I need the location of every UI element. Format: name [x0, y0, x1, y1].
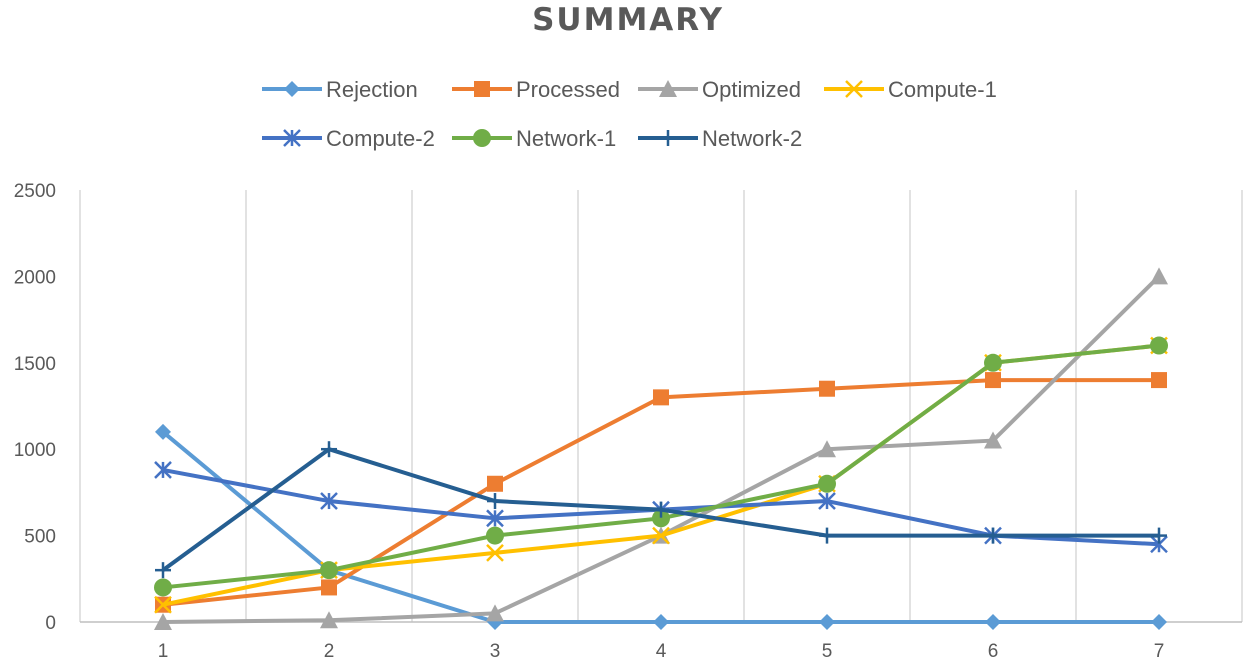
data-point-compute-1 [154, 595, 172, 614]
chart-title: SUMMARY [532, 2, 724, 38]
legend-marker [474, 81, 490, 97]
axes: 0 500 1000 1500 2000 2500 1 2 3 4 5 6 7 [14, 181, 1242, 662]
data-point-network-2 [155, 562, 171, 579]
legend-marker [659, 80, 677, 97]
data-point-optimized [154, 613, 172, 630]
data-point-optimized [486, 604, 504, 622]
legend-label: Optimized [702, 77, 801, 102]
data-point-compute-1 [486, 543, 504, 562]
series-layer [154, 267, 1168, 630]
x-tick-label: 4 [656, 641, 667, 662]
legend: Rejection Processed Optimized Compute-1 Comp… [262, 77, 997, 151]
data-point-optimized [984, 431, 1002, 449]
legend-item-compute-1: Compute-1 [824, 77, 997, 102]
series-network-1 [154, 336, 1168, 597]
data-point-compute-2 [320, 492, 338, 510]
data-point-network-1 [984, 353, 1002, 372]
data-point-compute-2 [818, 492, 836, 510]
data-point-network-2 [819, 527, 835, 544]
data-point-rejection [985, 614, 1001, 630]
data-point-optimized [818, 440, 836, 458]
legend-marker [845, 80, 863, 98]
legend-item-rejection: Rejection [262, 77, 418, 102]
data-point-network-1 [486, 526, 504, 545]
data-point-processed [321, 579, 337, 596]
data-point-processed [819, 380, 835, 397]
data-point-compute-2 [154, 461, 172, 479]
legend-label: Network-1 [516, 126, 616, 151]
y-tick-label: 2500 [14, 181, 56, 202]
data-point-processed [487, 475, 503, 492]
data-point-network-1 [818, 474, 836, 493]
x-tick-label: 3 [490, 641, 501, 662]
legend-label: Compute-1 [888, 77, 997, 102]
data-point-rejection [1151, 614, 1167, 630]
data-point-compute-2 [486, 509, 504, 528]
data-point-rejection [653, 614, 669, 630]
x-tick-label: 6 [988, 641, 999, 662]
legend-marker [660, 130, 676, 146]
legend-marker [283, 129, 301, 147]
legend-item-network-2: Network-2 [638, 126, 802, 151]
x-tick-label: 2 [324, 641, 335, 662]
x-tick-label: 1 [158, 641, 169, 662]
data-point-network-2 [487, 493, 503, 510]
legend-label: Network-2 [702, 126, 802, 151]
data-point-processed [653, 389, 669, 406]
legend-label: Processed [516, 77, 620, 102]
data-point-rejection [819, 614, 835, 630]
grid [79, 190, 1243, 622]
legend-label: Compute-2 [326, 126, 435, 151]
y-tick-label: 0 [45, 613, 56, 634]
x-tick-label: 5 [822, 641, 833, 662]
legend-item-optimized: Optimized [638, 77, 801, 102]
legend-item-network-1: Network-1 [452, 126, 616, 151]
y-tick-label: 1000 [14, 440, 56, 461]
data-point-network-1 [652, 509, 670, 528]
y-tick-label: 500 [24, 527, 56, 548]
data-point-optimized [320, 611, 338, 629]
series-network-2 [155, 441, 1167, 579]
y-tick-label: 2000 [14, 267, 56, 288]
data-point-optimized [1150, 267, 1168, 285]
data-point-network-2 [321, 441, 337, 458]
legend-item-processed: Processed [452, 77, 620, 102]
data-point-network-1 [1150, 336, 1168, 355]
x-tick-label: 7 [1154, 641, 1165, 662]
legend-item-compute-2: Compute-2 [262, 126, 435, 151]
data-point-network-1 [154, 578, 172, 597]
series-line-compute-1 [162, 343, 1160, 607]
data-point-network-2 [653, 501, 669, 518]
data-point-network-2 [1151, 527, 1167, 544]
legend-marker [473, 129, 491, 147]
data-point-network-2 [985, 527, 1001, 544]
legend-marker [284, 81, 300, 97]
data-point-processed [985, 372, 1001, 389]
data-point-compute-1 [652, 526, 670, 545]
data-point-network-1 [320, 561, 338, 580]
legend-label: Rejection [326, 77, 418, 102]
data-point-processed [1151, 372, 1167, 389]
data-point-rejection [155, 423, 171, 440]
y-tick-label: 1500 [14, 354, 56, 375]
